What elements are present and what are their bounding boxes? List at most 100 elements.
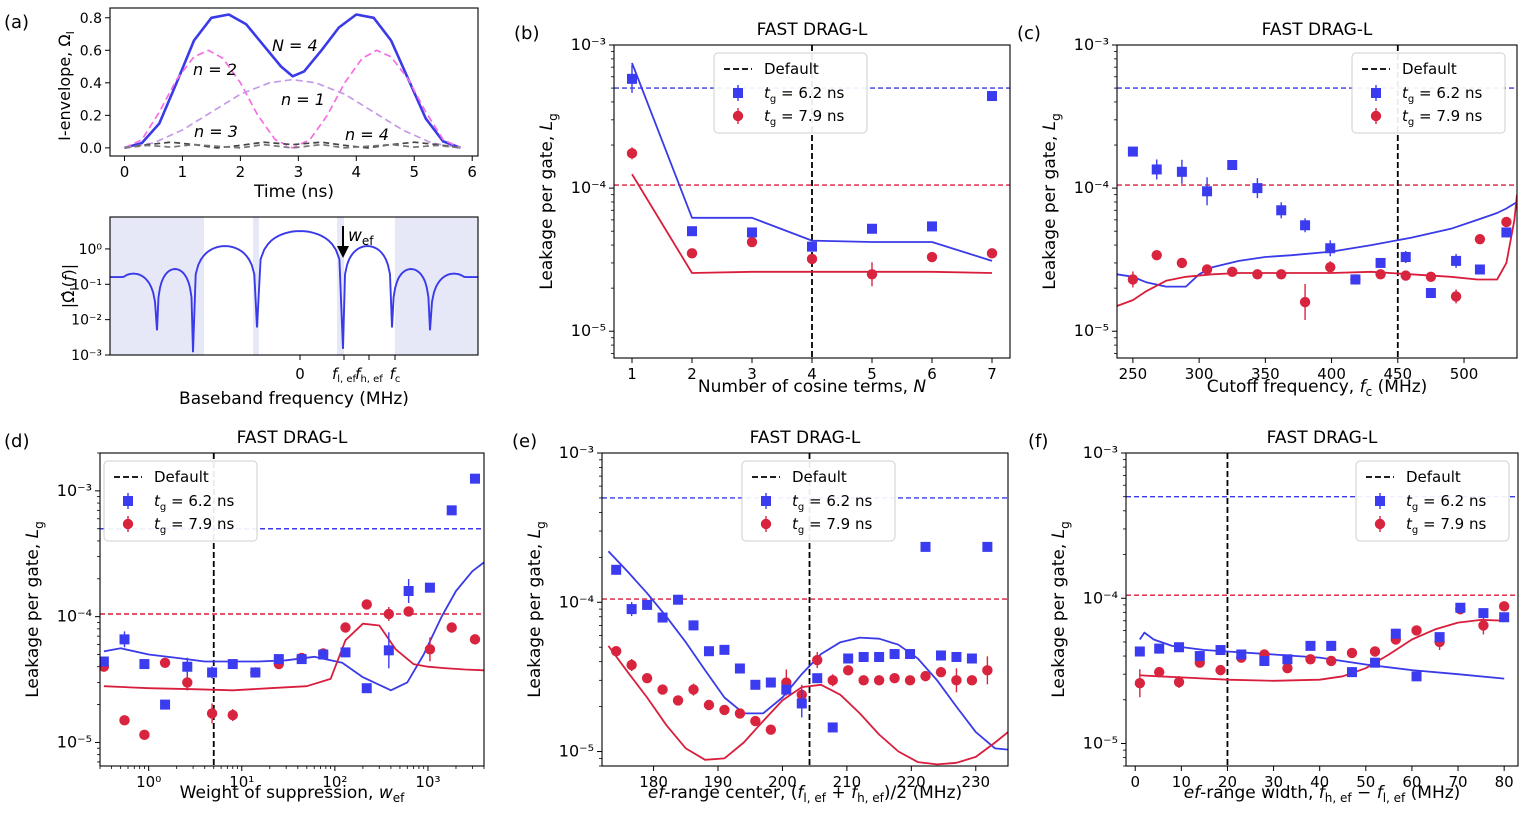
data-point-red	[686, 248, 698, 259]
label-part: ef	[1184, 783, 1203, 803]
x-tick-label: 60	[1402, 773, 1421, 791]
annotation-wef: wef	[348, 226, 374, 248]
panel-label: (e)	[512, 431, 537, 452]
data-point-blue	[1134, 646, 1145, 657]
label-part: f	[59, 273, 78, 281]
y-axis-label: Leakage per gate, Lg	[23, 521, 46, 698]
x-tick-label: 250	[1119, 365, 1148, 383]
label-part: )/2 (MHz)	[884, 783, 962, 803]
y-tick-label: 10⁻⁴	[57, 607, 92, 626]
data-point-blue	[318, 649, 329, 660]
label-part: c	[1366, 385, 1373, 399]
y-tick-label: 10⁻⁵	[1083, 734, 1118, 753]
data-point-red	[765, 724, 777, 735]
spectrum-curve	[110, 230, 478, 353]
data-point-blue	[627, 73, 637, 84]
data-point-red	[1326, 655, 1337, 667]
x-axis-label-c: Cutoff frequency, fc (MHz)	[1207, 377, 1428, 399]
label-part: g	[546, 113, 560, 121]
label-part: g	[1412, 502, 1418, 513]
data-point-blue	[1451, 255, 1462, 266]
label-part: f	[332, 365, 340, 383]
data-point-blue	[626, 604, 637, 615]
data-point-blue	[361, 683, 372, 694]
data-point-blue	[657, 612, 668, 623]
data-point-blue	[1276, 205, 1287, 216]
plot-area	[602, 453, 1008, 766]
data-point-blue	[1174, 642, 1185, 653]
data-point-blue	[935, 650, 946, 661]
data-point-red	[446, 622, 457, 633]
label-part: g	[32, 521, 46, 529]
x-tick-label: 220	[897, 773, 926, 791]
data-point-blue	[1346, 667, 1357, 678]
label-part: = 7.9 ns	[1414, 107, 1482, 125]
data-point-red	[424, 644, 436, 655]
label-part: = 7.9 ns	[166, 515, 234, 533]
y-axis-label: Leakage per gate, Lg	[1040, 113, 1063, 290]
data-point-red	[1474, 233, 1486, 245]
label-part: L	[23, 529, 43, 538]
label-part: = 6.2 ns	[776, 84, 844, 102]
label-part: t	[1402, 84, 1409, 102]
data-point-blue	[1300, 220, 1311, 231]
x-axis-label-f: ef-range width, fh, ef − fl, ef (MHz)	[1184, 783, 1461, 805]
y-tick-label: 0.4	[80, 76, 102, 92]
data-point-blue	[383, 645, 394, 656]
x-tick-label: 10	[1172, 773, 1191, 791]
data-point-red	[626, 148, 638, 159]
data-point-red	[1450, 291, 1462, 302]
data-point-red	[139, 729, 150, 741]
data-point-blue	[1350, 274, 1361, 285]
legend-box	[103, 460, 258, 542]
label-part: f	[797, 783, 806, 803]
simulation-line-blue	[1117, 201, 1517, 288]
annotation-n1: n = 1	[281, 90, 325, 109]
x-tick-label: fc	[390, 365, 401, 385]
data-point-blue	[750, 679, 761, 690]
data-point-blue	[1400, 252, 1411, 263]
y-tick-label: 0.8	[80, 11, 102, 27]
x-axis-label-e: ef-range center, (fl, ef + fh, ef)/2 (MH…	[648, 783, 962, 805]
panel-label: (a)	[4, 12, 29, 33]
data-point-blue	[340, 647, 351, 658]
data-point-blue	[1455, 602, 1466, 613]
label-part: g	[770, 117, 776, 128]
legend-red-label: tg = 7.9 ns	[1406, 515, 1486, 536]
y-tick-label: 10⁻²	[71, 313, 102, 329]
x-tick-label: 30	[1264, 773, 1283, 791]
data-point-blue	[1325, 243, 1336, 254]
data-point-red	[657, 684, 668, 695]
plot-area	[100, 453, 484, 766]
y-tick-label: 10⁻³	[1083, 443, 1118, 462]
label-part: g	[1049, 113, 1063, 121]
label-part: (	[59, 281, 78, 287]
label-part: = 7.9 ns	[804, 515, 872, 533]
y-tick-label: 10⁻³	[559, 443, 594, 462]
label-part: = 7.9 ns	[776, 107, 844, 125]
annotation-n3: n = 3	[194, 122, 238, 141]
data-point-red	[1154, 666, 1165, 678]
label-part: c	[395, 374, 401, 385]
data-point-red	[672, 695, 684, 706]
x-tick-label: 350	[1251, 365, 1280, 383]
x-axis-label: Baseband frequency (MHz)	[179, 389, 409, 409]
panel-b: (b) FAST DRAG-L 10⁻⁵ 10⁻⁴ 10⁻³ 1 2 3 4 5 6 7 Leakage…	[514, 20, 1011, 383]
y-tick-label: 10⁻³	[57, 481, 92, 500]
simulation-line-blue	[631, 62, 993, 262]
simulation-line-blue	[103, 561, 484, 692]
data-point-red	[1400, 270, 1411, 281]
y-tick-label: 10⁻¹	[71, 277, 102, 293]
data-point-red	[1252, 269, 1263, 280]
y-tick-label: 10⁻³	[1074, 35, 1109, 54]
data-point-red	[1498, 601, 1510, 612]
y-tick-label: 0.6	[80, 43, 102, 59]
x-tick-label: 4	[352, 163, 362, 181]
label-part: g	[798, 525, 804, 536]
data-point-red	[806, 253, 818, 265]
x-tick-label: 210	[833, 773, 862, 791]
data-point-blue	[227, 659, 238, 670]
label-part: l, ef	[1383, 791, 1406, 805]
x-tick-label: 70	[1449, 773, 1468, 791]
data-point-blue	[207, 667, 218, 678]
